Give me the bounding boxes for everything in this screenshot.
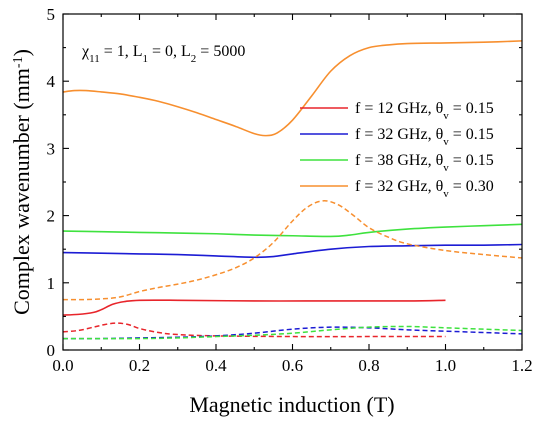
series-2-imag-line — [62, 326, 523, 340]
series-4-real-line — [62, 40, 523, 137]
series-2-real-line — [62, 243, 523, 259]
x-tick-label: 0.0 — [52, 356, 73, 375]
x-axis-label: Magnetic induction (T) — [189, 392, 394, 417]
series-3-real-line — [62, 223, 523, 238]
y-tick-label: 2 — [47, 207, 56, 226]
legend-entry-label: f = 32 GHz, θv = 0.30 — [355, 178, 494, 200]
x-tick-label: 0.6 — [282, 356, 303, 375]
parameter-annotation: χ11 = 1, L1 = 0, L2 = 5000 — [81, 43, 245, 65]
legend-entry-label: f = 38 GHz, θv = 0.15 — [355, 152, 494, 174]
y-tick-label: 3 — [47, 139, 56, 158]
x-tick-label: 0.2 — [129, 356, 150, 375]
y-tick-label: 1 — [47, 274, 56, 293]
series-3-imag-line — [63, 325, 523, 340]
x-tick-label: 0.8 — [358, 356, 379, 375]
series-4-imag-line — [62, 200, 523, 301]
plot-lines — [62, 40, 523, 340]
series-1-real-line — [62, 299, 446, 316]
axis-ticks: 0.0 0.2 0.4 0.6 0.8 1.0 1.2 0 1 2 3 4 5 — [47, 5, 533, 375]
y-tick-label: 4 — [47, 72, 56, 91]
series-1-imag-line — [62, 322, 446, 338]
x-tick-label: 0.4 — [205, 356, 227, 375]
y-tick-label: 0 — [47, 341, 56, 360]
legend-entry-label: f = 32 GHz, θv = 0.15 — [355, 126, 494, 148]
y-tick-label: 5 — [47, 5, 56, 24]
legend-entry-label: f = 12 GHz, θv = 0.15 — [355, 100, 494, 122]
x-tick-label: 1.0 — [435, 356, 456, 375]
y-axis-label: Complex wavenumber (mm-1) — [9, 49, 34, 315]
legend: f = 12 GHz, θv = 0.15 f = 32 GHz, θv = 0.… — [300, 100, 494, 200]
x-tick-label: 1.2 — [511, 356, 532, 375]
